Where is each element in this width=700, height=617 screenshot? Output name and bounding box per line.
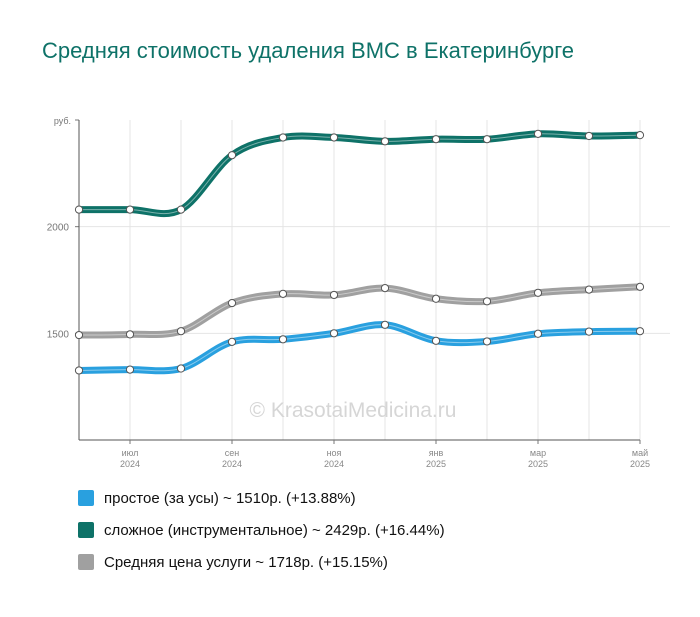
x-tick-year: 2024 — [324, 459, 344, 469]
series-lines — [75, 130, 644, 375]
data-point-complex — [584, 131, 594, 141]
legend-swatch — [78, 554, 94, 570]
data-point-complex — [533, 129, 543, 138]
tick-labels: 15002000руб.июл2024сен2024ноя2024янв2025… — [47, 116, 650, 469]
x-tick-month: мар — [530, 448, 546, 458]
legend: простое (за усы) ~ 1510р. (+13.88%) слож… — [78, 488, 445, 584]
x-tick-month: июл — [122, 448, 139, 458]
series-line-average — [75, 283, 644, 339]
data-point-complex — [635, 131, 645, 140]
data-point-complex — [431, 135, 441, 144]
data-point-simple — [533, 329, 543, 338]
data-point-average — [380, 284, 390, 293]
x-tick-month: май — [632, 448, 648, 458]
legend-item-simple[interactable]: простое (за усы) ~ 1510р. (+13.88%) — [78, 488, 445, 508]
data-point-complex — [329, 133, 339, 142]
data-point-complex — [227, 151, 237, 160]
x-tick-month: янв — [429, 448, 444, 458]
legend-swatch — [78, 522, 94, 538]
x-tick-year: 2024 — [222, 459, 242, 469]
line-chart: 15002000руб.июл2024сен2024ноя2024янв2025… — [47, 116, 670, 469]
grid-lines — [78, 120, 670, 440]
data-point-simple — [635, 327, 645, 336]
series-line-simple — [75, 321, 644, 375]
legend-label: Средняя цена услуги ~ 1718р. (+15.15%) — [104, 553, 388, 571]
legend-label: простое (за усы) ~ 1510р. (+13.88%) — [104, 489, 356, 507]
data-point-simple — [329, 329, 339, 338]
data-point-simple — [278, 335, 288, 344]
data-point-simple — [380, 320, 390, 329]
data-point-average — [125, 330, 135, 339]
series-line-highlight — [78, 286, 641, 336]
data-point-simple — [74, 366, 84, 375]
y-tick-label: 1500 — [47, 329, 70, 340]
data-point-average — [227, 298, 237, 308]
watermark: © KrasotaiMedicina.ru — [250, 399, 457, 422]
legend-item-average[interactable]: Средняя цена услуги ~ 1718р. (+15.15%) — [78, 552, 445, 572]
data-point-simple — [125, 365, 135, 374]
legend-label: сложное (инструментальное) ~ 2429р. (+16… — [104, 521, 445, 539]
series-line-highlight — [78, 324, 641, 372]
data-point-complex — [176, 205, 186, 214]
data-point-simple — [176, 364, 186, 373]
data-point-complex — [74, 205, 84, 214]
data-point-complex — [380, 137, 390, 146]
legend-item-complex[interactable]: сложное (инструментальное) ~ 2429р. (+16… — [78, 520, 445, 540]
data-point-simple — [584, 327, 594, 336]
data-point-simple — [431, 336, 441, 345]
series-line-highlight — [79, 133, 641, 215]
data-point-simple — [227, 337, 237, 346]
data-point-average — [431, 294, 441, 303]
data-point-average — [635, 282, 645, 291]
data-point-simple — [482, 337, 492, 346]
series-line-complex — [75, 130, 644, 218]
x-tick-year: 2025 — [528, 459, 548, 469]
data-point-average — [482, 297, 492, 306]
x-tick-month: сен — [225, 448, 240, 458]
data-point-average — [74, 330, 84, 340]
legend-swatch — [78, 490, 94, 506]
axes — [75, 119, 641, 444]
data-point-average — [278, 289, 288, 298]
y-axis-label: руб. — [54, 116, 71, 126]
x-tick-year: 2025 — [630, 459, 650, 469]
data-point-average — [533, 288, 543, 297]
data-point-average — [176, 327, 186, 336]
data-point-average — [329, 290, 339, 300]
x-tick-month: ноя — [327, 448, 342, 458]
x-tick-year: 2024 — [120, 459, 140, 469]
data-point-complex — [482, 135, 492, 144]
chart-title: Средняя стоимость удаления ВМС в Екатери… — [42, 38, 574, 63]
x-tick-year: 2025 — [426, 459, 446, 469]
data-points — [74, 129, 645, 375]
data-point-complex — [278, 133, 288, 142]
y-tick-label: 2000 — [47, 223, 70, 234]
data-point-complex — [125, 205, 135, 214]
data-point-average — [584, 285, 594, 294]
